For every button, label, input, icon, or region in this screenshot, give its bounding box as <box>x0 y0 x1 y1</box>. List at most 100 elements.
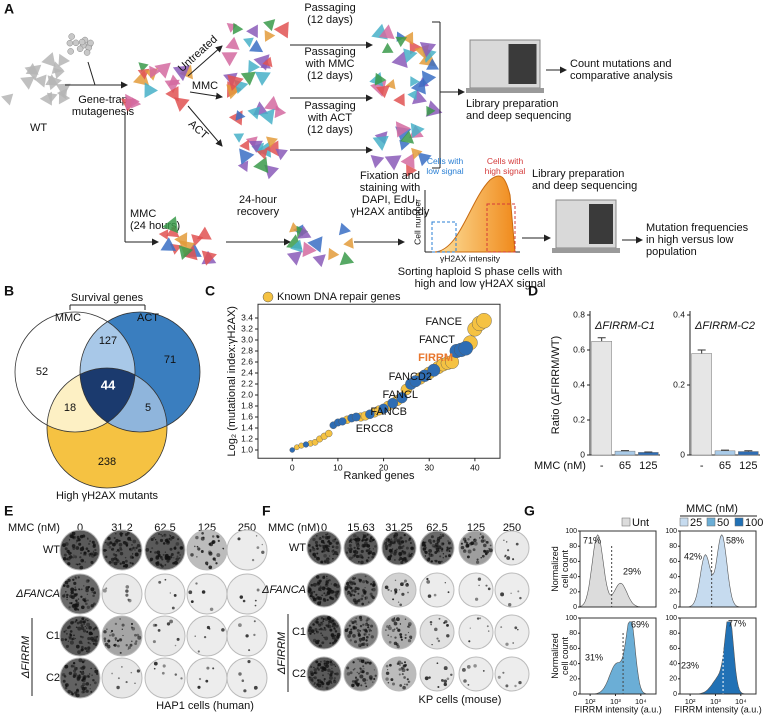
cell <box>385 79 396 90</box>
colony <box>328 680 332 684</box>
colony <box>354 550 359 555</box>
colony <box>76 535 80 539</box>
colony <box>309 632 312 635</box>
colony <box>328 555 331 557</box>
y-axis-label: Ratio (ΔFIRRM/WT) <box>550 336 562 434</box>
colony <box>326 540 329 543</box>
cell <box>39 91 52 106</box>
colony <box>432 539 436 543</box>
colony <box>323 628 327 631</box>
cell <box>235 110 246 121</box>
colony <box>318 588 321 592</box>
colony <box>105 555 108 559</box>
colony <box>332 557 334 560</box>
colony <box>75 599 78 602</box>
colony <box>155 556 160 560</box>
colony <box>90 587 95 592</box>
colony <box>254 604 257 607</box>
cell <box>264 95 280 111</box>
cell <box>273 21 289 39</box>
colony <box>253 685 258 690</box>
colony <box>353 534 357 538</box>
cell <box>343 237 354 249</box>
colony <box>312 623 315 626</box>
colony <box>151 547 154 550</box>
colony <box>334 551 338 555</box>
colony <box>88 673 91 675</box>
colony <box>175 557 179 561</box>
colony <box>94 642 98 646</box>
plate <box>226 573 268 615</box>
colony <box>426 557 431 562</box>
colony <box>212 557 216 561</box>
colony <box>69 630 73 633</box>
colony <box>312 553 315 556</box>
colony <box>62 679 66 683</box>
colony <box>365 619 368 622</box>
colony <box>211 535 215 538</box>
colony <box>166 559 170 563</box>
colony <box>460 545 465 550</box>
colony <box>428 558 431 561</box>
y-tick-label: 40 <box>569 573 577 580</box>
plot-frame <box>579 617 657 695</box>
colony <box>206 666 210 670</box>
colony <box>195 582 198 585</box>
colony <box>335 624 339 628</box>
colony <box>92 679 95 682</box>
colony <box>157 553 161 557</box>
colony <box>371 555 375 559</box>
percentage: 77% <box>728 618 746 628</box>
cell <box>246 24 258 38</box>
colony <box>76 563 79 566</box>
x-tick-label: 65 <box>619 460 631 472</box>
colony <box>65 591 67 593</box>
colony <box>87 641 90 644</box>
colony <box>82 690 86 694</box>
colony <box>357 658 359 661</box>
colony <box>90 604 94 608</box>
colony <box>79 635 82 638</box>
colony <box>427 538 432 543</box>
colony <box>363 628 368 632</box>
colony <box>364 598 367 600</box>
cell <box>144 82 158 98</box>
colony <box>113 536 116 540</box>
colony <box>130 539 132 542</box>
colony <box>399 556 403 560</box>
colony <box>78 542 82 546</box>
colony <box>502 671 505 674</box>
colony <box>366 644 369 647</box>
colony <box>398 589 401 591</box>
colony <box>446 634 450 638</box>
colony <box>326 587 330 591</box>
x-tick-label: 10⁴ <box>635 697 647 706</box>
colony <box>350 548 353 551</box>
colony <box>325 544 329 549</box>
colony <box>84 618 87 621</box>
colony <box>394 588 398 592</box>
colony <box>103 548 107 552</box>
colony <box>156 561 160 565</box>
colony <box>515 542 519 546</box>
colony <box>399 536 403 540</box>
colony <box>69 594 73 598</box>
colony <box>479 537 481 539</box>
cell <box>256 148 268 160</box>
panel-label: G <box>524 503 535 519</box>
colony <box>75 626 78 629</box>
colony <box>315 660 319 664</box>
dose-label: 0 <box>321 522 327 534</box>
bar <box>691 353 712 456</box>
colony <box>75 619 78 622</box>
colony <box>251 558 255 562</box>
colony <box>74 620 77 623</box>
colony <box>437 560 442 564</box>
label-line: recovery <box>237 206 280 218</box>
colony <box>81 546 84 549</box>
colony <box>391 541 393 543</box>
colony <box>367 623 370 627</box>
colony <box>357 560 360 563</box>
colony <box>134 642 138 646</box>
colony <box>111 547 115 551</box>
